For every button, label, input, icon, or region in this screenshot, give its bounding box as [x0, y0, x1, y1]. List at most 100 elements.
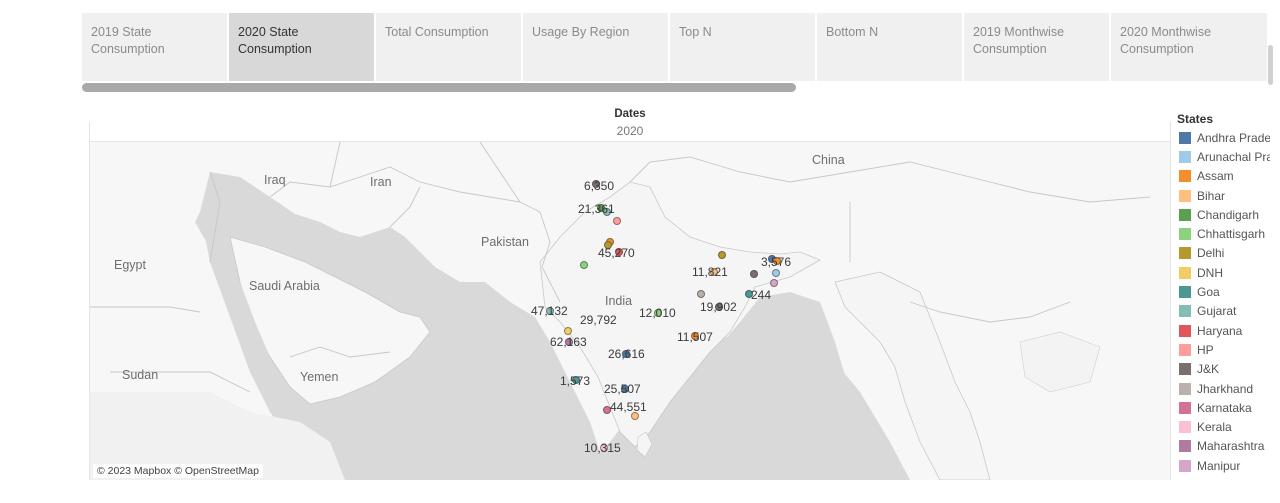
legend-list: Andhra Pradesh Arunachal Pradesh Assam Biha…: [1172, 128, 1270, 475]
state-mark-odisha[interactable]: [691, 332, 699, 340]
state-mark-jk[interactable]: [592, 180, 600, 188]
legend-label: HP: [1197, 342, 1214, 357]
legend-item[interactable]: HP: [1172, 340, 1270, 359]
legend-label: Chhattisgarh: [1197, 227, 1266, 242]
state-mark-tripura[interactable]: [745, 290, 753, 298]
legend-label: Andhra Pradesh: [1197, 130, 1270, 145]
legend-swatch: [1179, 189, 1191, 202]
value-label: 26,616: [608, 347, 645, 361]
tab-bottom-n[interactable]: Bottom N: [817, 13, 962, 81]
legend-item[interactable]: Delhi: [1172, 244, 1270, 263]
legend-item[interactable]: Chandigarh: [1172, 205, 1270, 224]
legend-swatch: [1179, 208, 1191, 221]
state-mark-delhi[interactable]: [604, 241, 612, 249]
legend-item[interactable]: Maharashtra: [1172, 437, 1270, 456]
place-label-china: China: [812, 153, 845, 167]
place-label-saudi-arabia: Saudi Arabia: [249, 279, 320, 293]
value-label: 62,163: [550, 335, 587, 349]
state-mark-kerala[interactable]: [600, 444, 608, 452]
legend-swatch: [1179, 363, 1191, 376]
place-label-pakistan: Pakistan: [481, 235, 529, 249]
legend-item[interactable]: Goa: [1172, 282, 1270, 301]
state-mark-arunachal[interactable]: [772, 269, 780, 277]
worksheet-tab-bar: 2019 State Consumption 2020 State Consum…: [82, 13, 1262, 82]
value-label: 45,270: [598, 246, 635, 260]
legend-item[interactable]: Karnataka: [1172, 398, 1270, 417]
place-label-iran: Iran: [370, 175, 392, 189]
legend-label: Delhi: [1197, 246, 1225, 261]
state-mark-punjab[interactable]: [603, 208, 611, 216]
tab-2020-state-consumption[interactable]: 2020 State Consumption: [229, 13, 374, 81]
basemap: [90, 142, 1170, 480]
tab-top-n[interactable]: Top N: [670, 13, 815, 81]
legend-item[interactable]: Bihar: [1172, 186, 1270, 205]
value-label: 1,573: [560, 374, 591, 388]
state-mark-assam[interactable]: [773, 257, 781, 265]
legend-swatch: [1179, 150, 1191, 163]
legend-swatch: [1179, 459, 1191, 472]
legend-item[interactable]: Gujarat: [1172, 302, 1270, 321]
legend-item[interactable]: Assam: [1172, 167, 1270, 186]
legend-item[interactable]: Haryana: [1172, 321, 1270, 340]
legend-swatch: [1179, 401, 1191, 414]
state-mark-manipur[interactable]: [770, 279, 778, 287]
legend-label: Goa: [1197, 285, 1220, 300]
legend-item[interactable]: Chhattisgarh: [1172, 224, 1270, 243]
state-mark-meghalaya[interactable]: [750, 270, 758, 278]
tab-2019-monthwise-consumption[interactable]: 2019 Monthwise Consumption: [964, 13, 1109, 81]
state-mark-chhattisgarh[interactable]: [654, 309, 662, 317]
value-label: 21,361: [578, 202, 615, 216]
legend-swatch: [1179, 228, 1191, 241]
state-mark-telangana[interactable]: [622, 350, 630, 358]
legend-swatch: [1179, 266, 1191, 279]
legend-item[interactable]: J&K: [1172, 360, 1270, 379]
tab-total-consumption[interactable]: Total Consumption: [376, 13, 521, 81]
tab-usage-by-region[interactable]: Usage By Region: [523, 13, 668, 81]
value-label: 19,902: [700, 300, 737, 314]
state-mark-andhra[interactable]: [621, 385, 629, 393]
legend-item[interactable]: Arunachal Pradesh: [1172, 147, 1270, 166]
state-mark-wb[interactable]: [715, 303, 723, 311]
tab-overflow-edge[interactable]: [1253, 13, 1267, 81]
legend-label: Haryana: [1197, 323, 1243, 338]
state-mark-haryana[interactable]: [615, 248, 623, 256]
legend-item[interactable]: Kerala: [1172, 417, 1270, 436]
state-mark-tamilnadu[interactable]: [631, 412, 639, 420]
state-mark-jharkhand[interactable]: [697, 290, 705, 298]
value-label: 11,821: [692, 265, 728, 279]
legend-item[interactable]: Jharkhand: [1172, 379, 1270, 398]
legend-item[interactable]: DNH: [1172, 263, 1270, 282]
legend-label: Gujarat: [1197, 304, 1237, 319]
value-label: 244: [751, 288, 772, 302]
legend-swatch: [1179, 382, 1191, 395]
state-mark-maharashtra[interactable]: [565, 338, 573, 346]
legend-scrollbar[interactable]: [1268, 45, 1273, 85]
map-view[interactable]: Iraq Iran China Egypt Saudi Arabia Pakis…: [90, 142, 1170, 480]
legend-label: DNH: [1197, 265, 1223, 280]
state-mark-dnh[interactable]: [564, 327, 572, 335]
state-mark-goa[interactable]: [572, 376, 580, 384]
map-attribution[interactable]: © 2023 Mapbox © OpenStreetMap: [93, 464, 263, 478]
legend-swatch: [1179, 440, 1191, 453]
value-label: 25,507: [604, 382, 641, 396]
value-label: 11,507: [677, 330, 713, 344]
place-label-egypt: Egypt: [114, 258, 146, 272]
state-mark-rajasthan[interactable]: [580, 261, 588, 269]
value-label: 3,576: [761, 255, 792, 269]
tab-bar-scrollbar[interactable]: [82, 83, 796, 92]
legend-label: Manipur: [1197, 458, 1241, 473]
state-mark-gujarat[interactable]: [546, 307, 554, 315]
state-mark-sikkim[interactable]: [718, 251, 726, 259]
legend-item[interactable]: Andhra Pradesh: [1172, 128, 1270, 147]
state-mark-bihar[interactable]: [710, 268, 718, 276]
value-label: 47,132: [531, 304, 568, 318]
tab-2020-monthwise-consumption[interactable]: 2020 Monthwise Consumption: [1111, 13, 1256, 81]
legend-swatch: [1179, 286, 1191, 299]
tab-2019-state-consumption[interactable]: 2019 State Consumption: [82, 13, 227, 81]
place-label-india: India: [605, 294, 633, 308]
legend-label: Chandigarh: [1197, 207, 1260, 222]
states-legend: States Andhra Pradesh Arunachal Pradesh As…: [1172, 110, 1270, 480]
legend-item[interactable]: Manipur: [1172, 456, 1270, 475]
state-mark-hp[interactable]: [613, 217, 621, 225]
state-mark-karnataka[interactable]: [603, 406, 611, 414]
